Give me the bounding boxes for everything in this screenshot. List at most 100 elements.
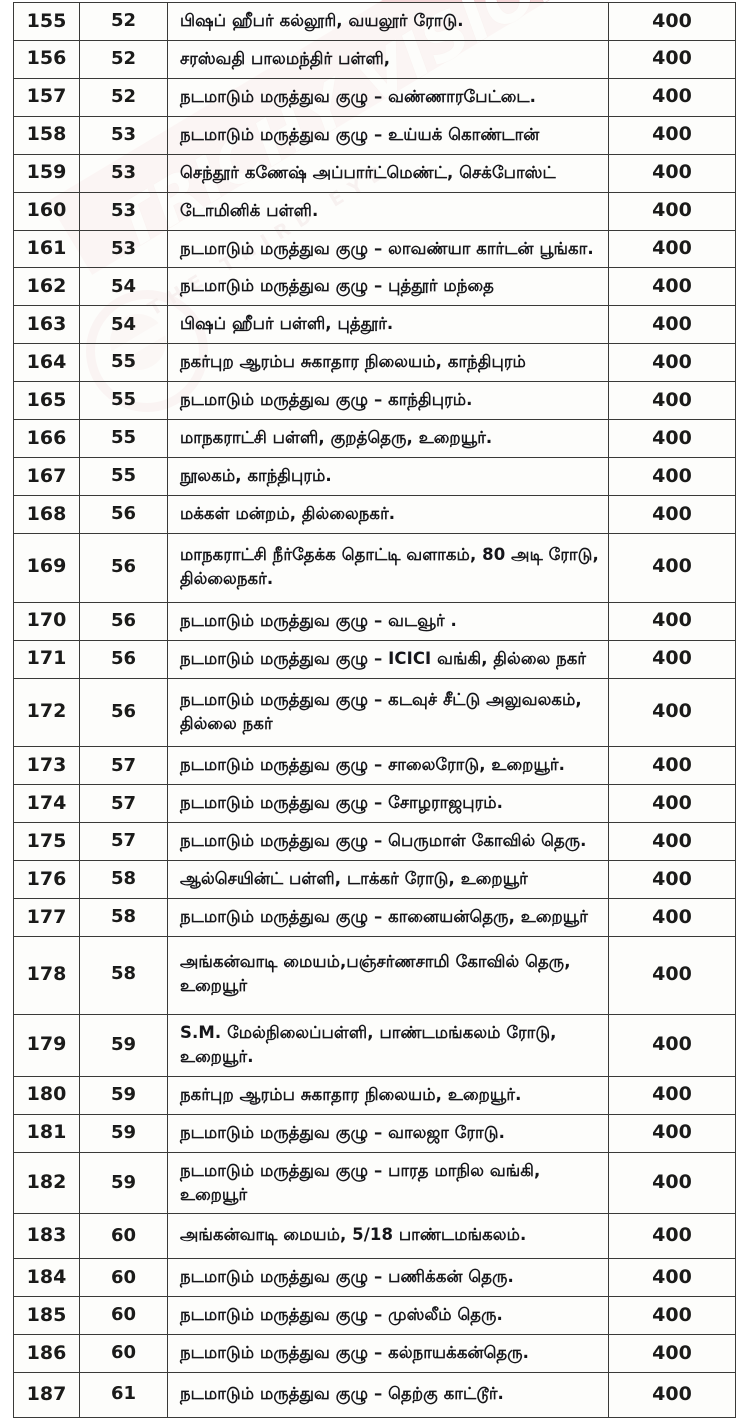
ward-number-cell: 56: [79, 601, 168, 641]
amount-cell: 400: [608, 532, 736, 603]
table-row: 181 59 நடமாடும் மருத்துவ குழு – வாலஜா ரோடு…: [13, 1113, 736, 1153]
serial-number: 158: [26, 123, 67, 146]
serial-number-cell: 173: [13, 746, 80, 786]
amount: 400: [652, 1265, 692, 1288]
ward-number: 56: [110, 556, 137, 578]
serial-number-cell: 186: [13, 1334, 80, 1374]
serial-number-cell: 160: [13, 191, 80, 231]
serial-number-cell: 158: [13, 115, 80, 155]
ward-number-cell: 54: [79, 267, 168, 307]
ward-number-cell: 60: [79, 1334, 168, 1374]
place-name: நடமாடும் மருத்துவ குழு – கானையன்தெரு, உற…: [180, 907, 588, 927]
serial-number: 169: [26, 555, 67, 578]
ward-number: 59: [110, 1034, 137, 1056]
serial-number-cell: 178: [13, 936, 80, 1015]
table-row: 161 53 நடமாடும் மருத்துவ குழு – லாவண்யா கா…: [13, 229, 736, 269]
table-row: 168 56 மக்கள் மன்றம், தில்லைநகர். 400: [13, 494, 736, 534]
place-name: நடமாடும் மருத்துவ குழு – லாவண்யா கார்டன்…: [180, 238, 594, 258]
amount: 400: [652, 237, 692, 260]
amount: 400: [652, 867, 692, 890]
amount-cell: 400: [608, 1334, 736, 1374]
table-row: 164 55 நகர்புற ஆரம்ப சுகாதார நிலையம், காந்…: [13, 343, 736, 383]
ward-number: 53: [110, 199, 137, 221]
serial-number: 180: [26, 1083, 67, 1106]
amount-cell: 400: [608, 267, 736, 307]
ward-number-cell: 57: [79, 746, 168, 786]
serial-number: 171: [26, 647, 67, 670]
table-row: 162 54 நடமாடும் மருத்துவ குழு – புத்தூர் ம…: [13, 267, 736, 307]
ward-number-cell: 55: [79, 381, 168, 421]
amount-cell: 400: [608, 601, 736, 641]
place-name-cell: அங்கன்வாடி மையம், 5/18 பாண்டமங்கலம்.: [167, 1213, 609, 1260]
ward-number-cell: 58: [79, 898, 168, 938]
amount-cell: 400: [608, 1372, 736, 1418]
place-name: நடமாடும் மருத்துவ குழு – வடவூர் .: [180, 610, 457, 630]
serial-number: 185: [26, 1303, 67, 1326]
place-name: நகர்புற ஆரம்ப சுகாதார நிலையம், உறையூர்.: [180, 1084, 522, 1104]
serial-number-cell: 174: [13, 784, 80, 824]
ward-number: 53: [110, 123, 137, 145]
serial-number: 173: [26, 754, 67, 776]
serial-number-cell: 162: [13, 267, 80, 307]
ward-number-cell: 60: [79, 1296, 168, 1336]
place-name-cell: நடமாடும் மருத்துவ குழு – ICICI வங்கி, தி…: [167, 639, 609, 679]
ward-number-cell: 54: [79, 305, 168, 345]
table-row: 160 53 டோமினிக் பள்ளி. 400: [13, 191, 736, 231]
place-name: நடமாடும் மருத்துவ குழு – புத்தூர் மந்தை: [180, 276, 494, 296]
place-name-cell: மாநகராட்சி நீர்தேக்க தொட்டி வளாகம், 80 அ…: [167, 532, 609, 603]
amount-cell: 400: [608, 115, 736, 155]
amount-cell: 400: [608, 77, 736, 117]
place-name: நடமாடும் மருத்துவ குழு – தெற்கு காட்டூர்…: [180, 1384, 504, 1404]
amount-cell: 400: [608, 381, 736, 421]
table-row: 172 56 நடமாடும் மருத்துவ குழு – கடவுச் சீட…: [13, 677, 736, 748]
place-name-cell: ஆல்செயின்ட் பள்ளி, டாக்கர் ரோடு, உறையூர்: [167, 860, 609, 900]
ward-number-cell: 59: [79, 1151, 168, 1215]
amount: 400: [652, 502, 692, 525]
amount: 400: [652, 47, 692, 70]
place-name-cell: அங்கன்வாடி மையம்,பஞ்சர்ணசாமி கோவில் தெரு…: [167, 936, 609, 1015]
place-name: நடமாடும் மருத்துவ குழு – காந்திபுரம்.: [180, 390, 473, 410]
table-row: 175 57 நடமாடும் மருத்துவ குழு – பெருமாள் க…: [13, 822, 736, 862]
table-row: 184 60 நடமாடும் மருத்துவ குழு – பணிக்கன் த…: [13, 1258, 736, 1298]
serial-number: 175: [26, 829, 67, 852]
amount-cell: 400: [608, 2, 736, 41]
serial-number: 177: [26, 905, 67, 928]
amount-cell: 400: [608, 1151, 736, 1215]
table-row: 170 56 நடமாடும் மருத்துவ குழு – வடவூர் . 40…: [13, 601, 736, 641]
amount: 400: [652, 388, 692, 411]
place-name-cell: நடமாடும் மருத்துவ குழு – சாலைரோடு, உறையூ…: [167, 746, 609, 786]
serial-number-cell: 179: [13, 1013, 80, 1077]
place-name: அங்கன்வாடி மையம், 5/18 பாண்டமங்கலம்.: [180, 1225, 527, 1245]
table-row: 165 55 நடமாடும் மருத்துவ குழு – காந்திபுரம…: [13, 381, 736, 421]
ward-number: 54: [110, 313, 137, 335]
place-name: நடமாடும் மருத்துவ குழு – பாரத மாநில வங்க…: [180, 1160, 541, 1204]
serial-number: 163: [26, 312, 67, 335]
serial-number-cell: 185: [13, 1296, 80, 1336]
ward-number: 55: [110, 427, 137, 449]
amount: 400: [652, 1171, 692, 1194]
amount-cell: 400: [608, 229, 736, 269]
serial-number: 162: [26, 275, 67, 298]
serial-number-cell: 168: [13, 494, 80, 534]
place-name: நடமாடும் மருத்துவ குழு – சாலைரோடு, உறையூ…: [180, 755, 565, 775]
table-row: 178 58 அங்கன்வாடி மையம்,பஞ்சர்ணசாமி கோவில்…: [13, 936, 736, 1015]
serial-number-cell: 167: [13, 457, 80, 496]
amount: 400: [652, 555, 692, 578]
place-name: அங்கன்வாடி மையம்,பஞ்சர்ணசாமி கோவில் தெரு…: [180, 952, 571, 995]
ward-number: 53: [110, 161, 137, 183]
amount: 400: [652, 85, 692, 108]
serial-number-cell: 175: [13, 822, 80, 862]
place-name-cell: நடமாடும் மருத்துவ குழு – தெற்கு காட்டூர்…: [167, 1372, 609, 1418]
place-name: நடமாடும் மருத்துவ குழு – வாலஜா ரோடு.: [180, 1122, 505, 1142]
place-name: நடமாடும் மருத்துவ குழு – வண்ணாரபேட்டை.: [180, 86, 537, 106]
ward-number: 57: [110, 792, 137, 814]
place-name-cell: நடமாடும் மருத்துவ குழு – முஸ்லீம் தெரு.: [167, 1296, 609, 1336]
serial-number: 184: [26, 1265, 67, 1288]
place-name: நடமாடும் மருத்துவ குழு – உய்யக் கொண்டான்: [180, 124, 540, 144]
ward-number: 55: [110, 389, 137, 411]
table-row: 171 56 நடமாடும் மருத்துவ குழு – ICICI வங்க…: [13, 639, 736, 679]
table-row: 183 60 அங்கன்வாடி மையம், 5/18 பாண்டமங்கலம்…: [13, 1213, 736, 1260]
serial-number: 172: [26, 700, 67, 723]
serial-number-cell: 161: [13, 229, 80, 269]
amount-cell: 400: [608, 677, 736, 748]
